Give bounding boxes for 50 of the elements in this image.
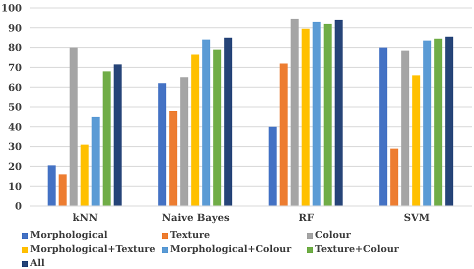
x-tick-label: Naive Bayes — [162, 213, 230, 224]
bar — [80, 144, 89, 206]
legend-label: Morphological+Texture — [30, 244, 156, 255]
legend-label: Texture+Colour — [315, 244, 399, 255]
bar — [213, 50, 222, 206]
bar — [224, 38, 232, 206]
x-tick-label: kNN — [72, 213, 98, 224]
bar — [401, 50, 410, 206]
bar — [379, 48, 388, 206]
bar — [434, 38, 442, 206]
bar — [423, 40, 432, 206]
bar — [324, 24, 332, 206]
y-tick-label: 10 — [8, 182, 22, 193]
y-tick-label: 60 — [8, 82, 22, 94]
bar — [290, 18, 299, 206]
bar — [412, 75, 420, 206]
bar — [58, 174, 67, 206]
bar — [202, 40, 210, 206]
y-tick-label: 20 — [8, 162, 22, 173]
bar — [114, 64, 122, 206]
y-tick-label: 100 — [1, 4, 22, 15]
bar — [280, 63, 288, 206]
bar — [445, 36, 454, 206]
y-tick-label: 90 — [8, 23, 22, 34]
bar — [158, 83, 166, 206]
bar — [180, 77, 188, 206]
bar — [302, 28, 310, 206]
legend-label: Texture — [170, 230, 210, 241]
y-tick-label: 80 — [8, 43, 22, 54]
x-tick-label: RF — [298, 213, 314, 224]
y-tick-label: 30 — [8, 142, 22, 154]
bar — [268, 126, 277, 206]
bar — [70, 48, 78, 206]
y-tick-label: 50 — [8, 102, 22, 114]
bar — [102, 71, 111, 206]
bar — [92, 116, 100, 206]
bar — [390, 148, 398, 206]
y-tick-label: 70 — [8, 62, 22, 74]
bar — [312, 22, 321, 206]
legend-label: Colour — [315, 230, 351, 241]
bar — [191, 54, 200, 206]
bar — [48, 165, 56, 206]
x-tick-label: SVM — [404, 213, 430, 224]
bar — [169, 110, 178, 206]
bar — [334, 20, 343, 206]
y-tick-label: 0 — [15, 202, 22, 213]
legend-label: Morphological — [30, 230, 108, 241]
y-tick-label: 40 — [8, 122, 22, 134]
legend-label: All — [30, 258, 45, 269]
legend-label: Morphological+Colour — [170, 244, 292, 255]
